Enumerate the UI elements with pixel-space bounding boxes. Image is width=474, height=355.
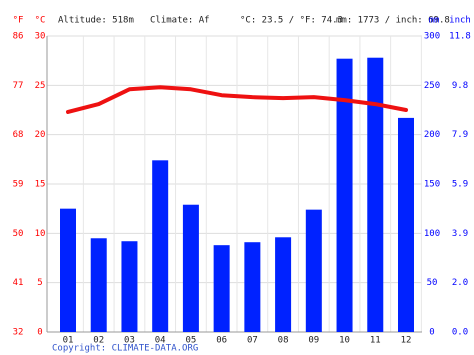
y-tick-label: 5 — [37, 278, 42, 288]
y2-tick-label: 200 — [424, 130, 440, 140]
unit-f: °F — [13, 16, 24, 26]
x-tick-label: 01 — [63, 336, 74, 346]
y-tick-label-f: 32 — [13, 328, 24, 338]
unit-c: °C — [35, 16, 46, 26]
y-tick-label: 30 — [35, 32, 46, 42]
x-tick-label: 06 — [216, 336, 227, 346]
y2-tick-label-inch: 9.8 — [452, 81, 468, 91]
bar — [367, 57, 384, 332]
bar — [398, 117, 414, 332]
y-tick-label-f: 41 — [13, 278, 24, 288]
y-tick-label: 20 — [35, 130, 46, 140]
info: Climate: Af — [150, 16, 210, 26]
y-tick-label-f: 68 — [13, 130, 24, 140]
y2-tick-label-inch: 7.9 — [452, 130, 468, 140]
x-tick-label: 05 — [185, 336, 196, 346]
info: mm: 1773 / inch: 69.8 — [336, 16, 450, 26]
x-tick-label: 08 — [278, 336, 289, 346]
bar — [90, 238, 107, 332]
y2-tick-label-inch: 0.0 — [452, 328, 468, 338]
y2-tick-label: 150 — [424, 180, 440, 190]
unit-inch: inch — [449, 16, 471, 26]
y2-tick-label: 300 — [424, 32, 440, 42]
bar — [336, 58, 353, 333]
y-tick-label: 10 — [35, 229, 46, 239]
bar — [121, 241, 138, 332]
y2-tick-label: 0 — [429, 328, 434, 338]
x-tick-label: 09 — [308, 336, 319, 346]
bar — [244, 242, 261, 332]
y-tick-label: 0 — [37, 328, 42, 338]
y2-tick-label-inch: 3.9 — [452, 229, 468, 239]
line — [66, 85, 408, 114]
bar — [60, 208, 76, 332]
y2-tick-label-inch: 11.8 — [449, 32, 471, 42]
x-tick-label: 04 — [155, 336, 166, 346]
x-tick-label: 11 — [370, 336, 381, 346]
bar — [305, 209, 322, 332]
y2-tick-label-inch: 5.9 — [452, 180, 468, 190]
bar — [152, 160, 169, 332]
x-tick-label: 07 — [247, 336, 258, 346]
x-tick-label: 02 — [93, 336, 104, 346]
bar — [213, 245, 230, 332]
bar — [182, 204, 199, 332]
y2-tick-label: 50 — [427, 278, 438, 288]
y-tick-label-f: 59 — [13, 180, 24, 190]
y-tick-label-f: 77 — [13, 81, 24, 91]
x-tick-label: 03 — [124, 336, 135, 346]
y-tick-label: 25 — [35, 81, 46, 91]
info: °C: 23.5 / °F: 74.3 — [240, 16, 343, 26]
unit-mm: mm — [429, 16, 440, 26]
bar — [275, 237, 292, 332]
y-tick-label: 15 — [35, 180, 46, 190]
y-tick-label-f: 50 — [13, 229, 24, 239]
y2-tick-label: 100 — [424, 229, 440, 239]
x-tick-label: 12 — [401, 336, 412, 346]
y-tick-label-f: 86 — [13, 32, 24, 42]
y2-tick-label: 250 — [424, 81, 440, 91]
copyright: Copyright: CLIMATE-DATA.ORG — [52, 344, 198, 354]
x-tick-label: 10 — [339, 336, 350, 346]
info: Altitude: 518m — [58, 16, 134, 26]
y2-tick-label-inch: 2.0 — [452, 278, 468, 288]
